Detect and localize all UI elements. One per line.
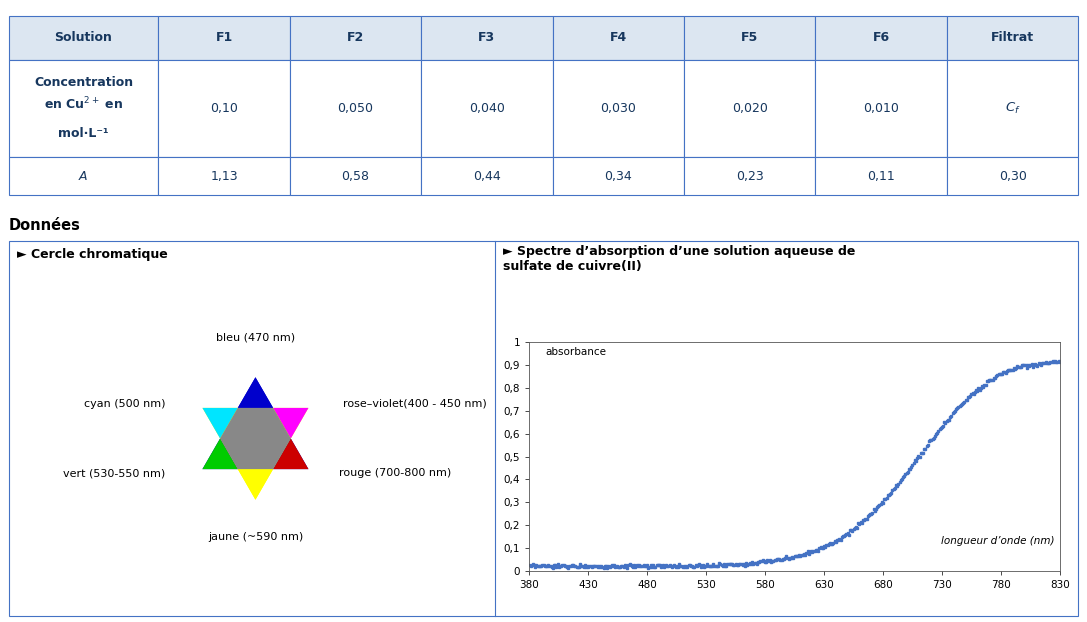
Text: $A$: $A$ [78,170,89,182]
Text: F4: F4 [610,32,627,44]
Polygon shape [273,439,309,469]
Text: cyan (500 nm): cyan (500 nm) [84,399,165,409]
Bar [421,157,552,195]
Polygon shape [202,439,238,469]
Text: 0,44: 0,44 [473,170,501,182]
Text: 0,11: 0,11 [867,170,895,182]
Text: ► Spectre d’absorption d’une solution aqueuse de: ► Spectre d’absorption d’une solution aq… [503,246,855,258]
Text: jaune (~590 nm): jaune (~590 nm) [208,532,303,542]
Text: bleu (470 nm): bleu (470 nm) [216,333,295,343]
Bar [815,16,947,60]
Text: 0,10: 0,10 [210,102,238,115]
Bar [290,60,421,157]
Polygon shape [238,469,273,499]
Bar [159,60,290,157]
Bar [159,16,290,60]
Text: sulfate de cuivre(II): sulfate de cuivre(II) [503,261,642,273]
Bar [815,157,947,195]
Bar [552,60,684,157]
Bar [947,60,1078,157]
Text: longueur d’onde (nm): longueur d’onde (nm) [941,536,1054,546]
Polygon shape [238,378,273,408]
Bar [290,157,421,195]
Text: rose–violet(400 - 450 nm): rose–violet(400 - 450 nm) [343,399,487,409]
Text: F5: F5 [741,32,759,44]
Text: F1: F1 [215,32,233,44]
Text: vert (530-550 nm): vert (530-550 nm) [63,468,165,478]
Text: rouge (700-800 nm): rouge (700-800 nm) [339,468,451,478]
Bar [684,60,815,157]
Text: mol·L⁻¹: mol·L⁻¹ [59,127,109,140]
Text: 0,050: 0,050 [337,102,374,115]
Bar [9,16,159,60]
Bar [9,60,159,157]
Polygon shape [202,408,309,499]
Polygon shape [220,408,291,469]
Bar [947,16,1078,60]
Text: Solution: Solution [54,32,112,44]
Bar [421,60,552,157]
Bar [9,241,1078,616]
Text: F2: F2 [347,32,364,44]
Bar [290,16,421,60]
Text: Concentration: Concentration [34,76,133,89]
Polygon shape [202,378,309,469]
Text: 0,010: 0,010 [863,102,899,115]
Bar [552,16,684,60]
Text: Données: Données [9,218,80,233]
Text: 0,30: 0,30 [999,170,1026,182]
Text: 0,23: 0,23 [736,170,763,182]
Text: absorbance: absorbance [546,346,607,356]
Text: 0,040: 0,040 [468,102,504,115]
Text: $C_f$: $C_f$ [1004,101,1021,116]
Text: F6: F6 [873,32,890,44]
Text: 0,34: 0,34 [604,170,633,182]
Text: 0,020: 0,020 [732,102,767,115]
Text: F3: F3 [478,32,496,44]
Bar [684,157,815,195]
Text: ► Cercle chromatique: ► Cercle chromatique [17,248,168,261]
Text: Filtrat: Filtrat [991,32,1034,44]
Bar [552,157,684,195]
Bar [421,16,552,60]
Bar [684,16,815,60]
Bar [9,157,159,195]
Polygon shape [273,408,309,439]
Text: 0,030: 0,030 [600,102,636,115]
Bar [815,60,947,157]
Text: en Cu$^{2+}$ en: en Cu$^{2+}$ en [43,95,123,112]
Polygon shape [202,408,238,439]
Bar [947,157,1078,195]
Text: 1,13: 1,13 [210,170,238,182]
Text: 0,58: 0,58 [341,170,370,182]
Bar [159,157,290,195]
